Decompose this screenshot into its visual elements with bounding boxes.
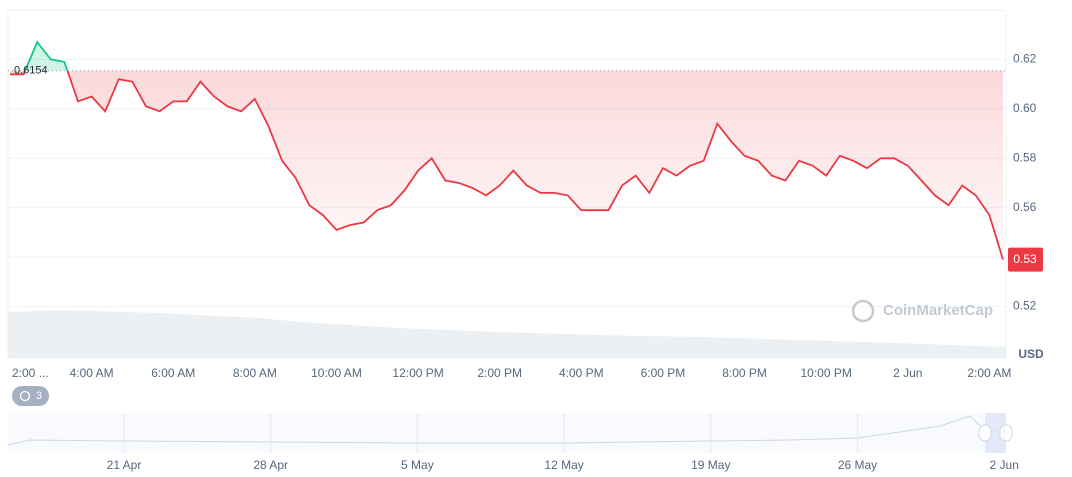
watermark: CoinMarketCap xyxy=(851,299,993,323)
volume xyxy=(8,310,1006,358)
navigator-label: 2 Jun xyxy=(990,458,1019,472)
navigator-handle[interactable] xyxy=(999,424,1013,442)
navigator-label: 19 May xyxy=(691,458,730,472)
x-tick-label: 4:00 AM xyxy=(70,366,114,380)
history-badge[interactable]: 3 xyxy=(12,386,49,406)
watermark-text: CoinMarketCap xyxy=(883,302,993,319)
x-tick-label: 8:00 AM xyxy=(233,366,277,380)
navigator-handle[interactable] xyxy=(978,424,992,442)
navigator-label: 21 Apr xyxy=(107,458,142,472)
navigator-label: 26 May xyxy=(838,458,877,472)
price-line xyxy=(10,70,1004,260)
x-tick-label: 6:00 AM xyxy=(151,366,195,380)
x-tick-label: 2 Jun xyxy=(893,366,922,380)
current-badge xyxy=(1008,247,1043,272)
navigator-label: 12 May xyxy=(544,458,583,472)
x-tick-label: 10:00 AM xyxy=(311,366,362,380)
reference-label: 0.6154 xyxy=(14,65,48,77)
watermark-logo xyxy=(851,299,875,323)
navigator-window[interactable] xyxy=(985,413,1006,453)
y-tick-label: 0.56 xyxy=(1013,200,1037,214)
plot-frame xyxy=(7,9,1007,359)
y-tick-label: 0.60 xyxy=(1013,101,1037,115)
badge-icon xyxy=(19,390,31,402)
navigator-bg xyxy=(8,413,1006,453)
navigator-label: 5 May xyxy=(401,458,434,472)
badge-bg xyxy=(12,386,49,406)
x-tick-label: 12:00 PM xyxy=(392,366,443,380)
badge-count: 3 xyxy=(36,390,42,402)
x-tick-label: 8:00 PM xyxy=(722,366,767,380)
y-tick-label: 0.58 xyxy=(1013,150,1037,164)
y-tick-label: 0.52 xyxy=(1013,299,1037,313)
y-tick-label: 0.62 xyxy=(1013,52,1037,66)
x-tick-label: 2:00 AM xyxy=(967,366,1011,380)
x-tick-label: 10:00 PM xyxy=(800,366,851,380)
x-tick-label: 6:00 PM xyxy=(641,366,686,380)
navigator-label: 28 Apr xyxy=(253,458,288,472)
navigator-line xyxy=(7,415,1006,446)
area-down xyxy=(10,70,1003,260)
current-label: 0.53 xyxy=(1013,252,1037,266)
x-tick-label: 2:00 ... xyxy=(12,366,49,380)
x-tick-label: 4:00 PM xyxy=(559,366,604,380)
y-unit: USD xyxy=(1018,347,1044,361)
x-tick-label: 2:00 PM xyxy=(477,366,522,380)
